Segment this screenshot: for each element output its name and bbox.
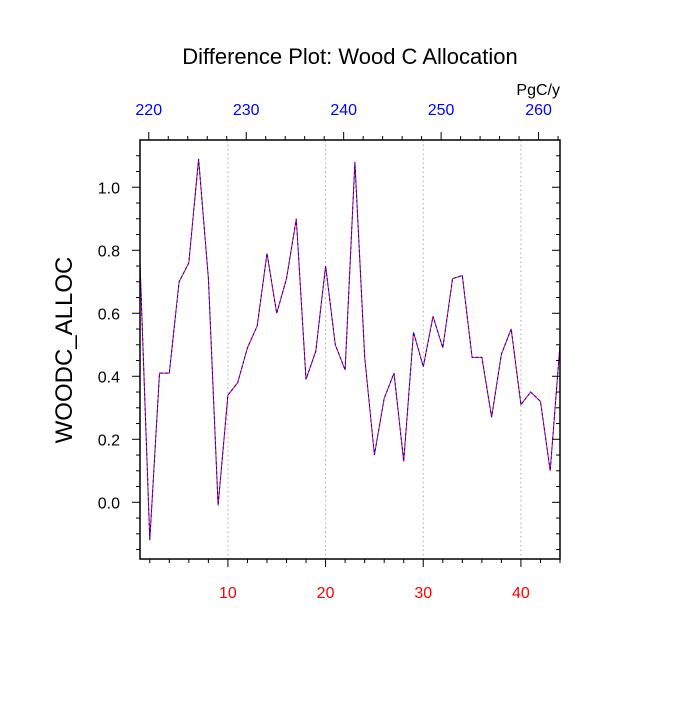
plot-frame [139,139,561,560]
chart-title: Difference Plot: Wood C Allocation [182,44,517,69]
top-axis-unit: PgC/y [516,82,560,99]
series-layer [139,158,561,541]
y-tick-label: 0.4 [98,369,120,386]
x-tick-label: 20 [317,585,335,602]
y-tick-label: 0.8 [98,243,120,260]
y-tick-label: 0.6 [98,306,120,323]
x-tick-label: 30 [414,585,432,602]
y-tick-label: 1.0 [98,180,120,197]
axis-layer: 0.0 0.2 0.4 0.6 0.8 1.0 10 20 30 40 220 230 240 250 26… [98,102,561,602]
top-tick-label: 250 [428,102,455,119]
y-tick-label: 0.2 [98,432,120,449]
x-tick-label: 10 [219,585,237,602]
top-tick-label: 260 [525,102,552,119]
y-axis-label: WOODC_ALLOC [51,257,78,444]
y-tick-label: 0.0 [98,495,120,512]
top-tick-label: 240 [330,102,357,119]
series-line-b [139,158,561,541]
x-tick-label: 40 [512,585,530,602]
top-tick-label: 220 [135,102,162,119]
top-tick-label: 230 [233,102,260,119]
